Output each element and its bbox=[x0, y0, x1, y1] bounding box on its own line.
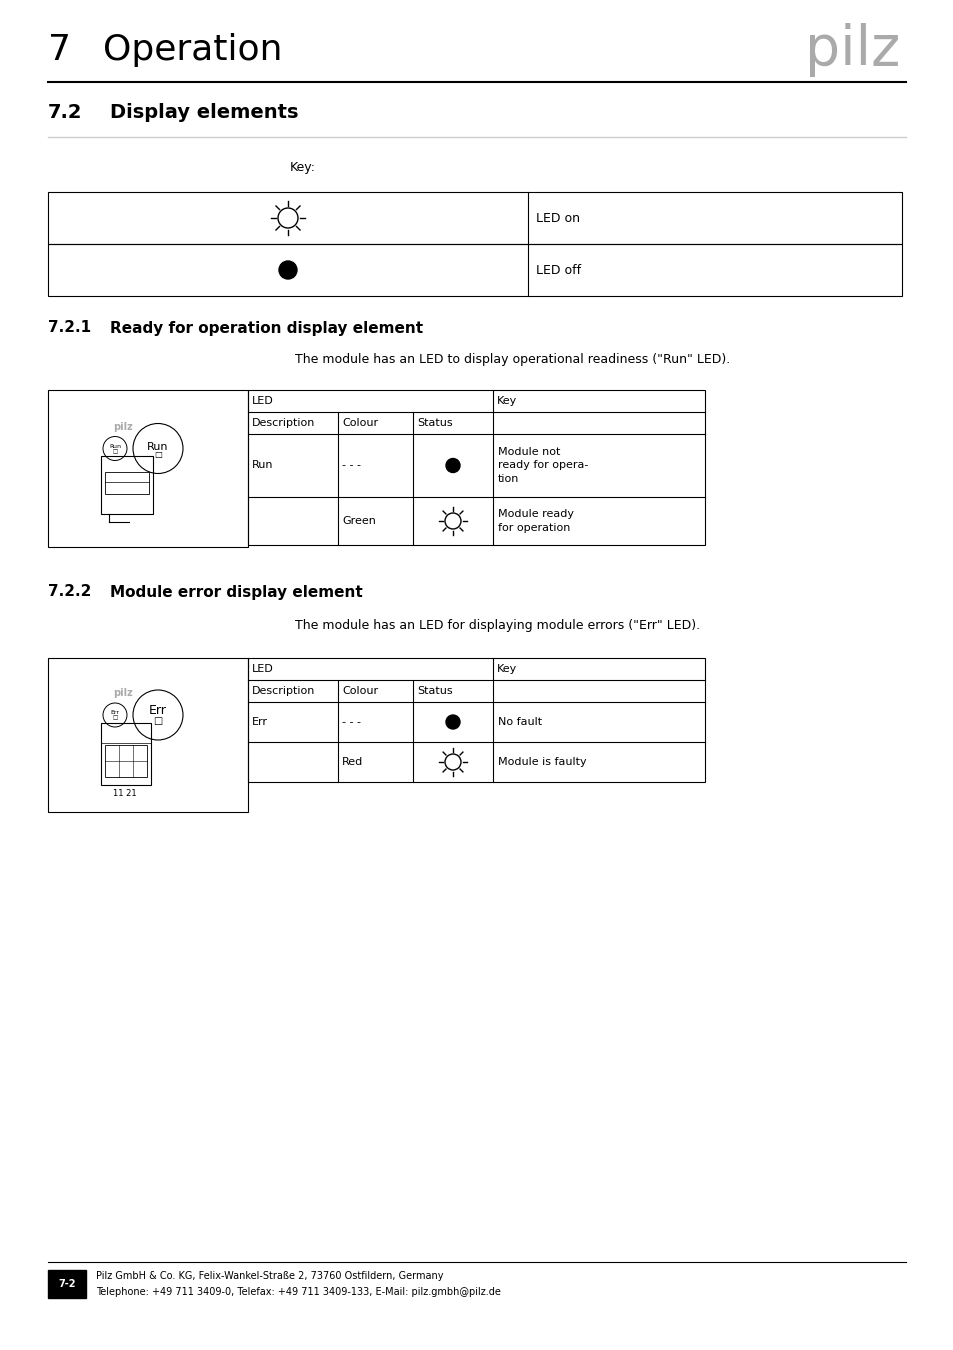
Text: LED off: LED off bbox=[536, 263, 580, 277]
Text: Status: Status bbox=[416, 686, 452, 697]
Text: □: □ bbox=[112, 450, 117, 454]
Text: Status: Status bbox=[416, 418, 452, 428]
Text: Err: Err bbox=[149, 705, 167, 717]
Text: □: □ bbox=[153, 450, 162, 459]
Text: Telephone: +49 711 3409-0, Telefax: +49 711 3409-133, E-Mail: pilz.gmbh@pilz.de: Telephone: +49 711 3409-0, Telefax: +49 … bbox=[96, 1287, 500, 1297]
Text: pilz: pilz bbox=[804, 23, 899, 77]
Bar bbox=[248, 657, 704, 782]
Text: Key: Key bbox=[497, 396, 517, 406]
Text: Red: Red bbox=[341, 757, 363, 767]
Bar bbox=[48, 390, 248, 547]
Text: Err: Err bbox=[111, 710, 119, 716]
Bar bbox=[105, 745, 147, 778]
Text: Run: Run bbox=[109, 444, 121, 450]
Circle shape bbox=[446, 459, 459, 472]
Bar bbox=[48, 244, 901, 296]
Text: LED: LED bbox=[252, 664, 274, 674]
Text: 7.2: 7.2 bbox=[48, 103, 82, 122]
Text: Ready for operation display element: Ready for operation display element bbox=[110, 320, 423, 336]
Text: LED on: LED on bbox=[536, 212, 579, 224]
Text: □: □ bbox=[112, 716, 117, 721]
Text: Run: Run bbox=[252, 460, 274, 471]
Text: 7: 7 bbox=[48, 32, 71, 68]
Text: The module has an LED for displaying module errors ("Err" LED).: The module has an LED for displaying mod… bbox=[294, 618, 700, 632]
Text: - - -: - - - bbox=[341, 717, 360, 728]
Text: Module not
ready for opera-
tion: Module not ready for opera- tion bbox=[497, 447, 588, 483]
Bar bbox=[48, 192, 901, 244]
Circle shape bbox=[278, 261, 296, 279]
Text: Key: Key bbox=[497, 664, 517, 674]
Bar bbox=[101, 724, 151, 784]
Bar bbox=[48, 657, 248, 811]
Text: Module is faulty: Module is faulty bbox=[497, 757, 586, 767]
Text: □: □ bbox=[153, 716, 162, 726]
Text: 11 21: 11 21 bbox=[113, 788, 136, 798]
Text: Run: Run bbox=[147, 441, 169, 451]
Text: 7-2: 7-2 bbox=[58, 1278, 75, 1289]
Text: Module error display element: Module error display element bbox=[110, 585, 362, 599]
Text: Green: Green bbox=[341, 516, 375, 526]
Text: Pilz GmbH & Co. KG, Felix-Wankel-Straße 2, 73760 Ostfildern, Germany: Pilz GmbH & Co. KG, Felix-Wankel-Straße … bbox=[96, 1270, 443, 1281]
Text: - - -: - - - bbox=[341, 460, 360, 471]
Circle shape bbox=[446, 716, 459, 729]
Text: pilz: pilz bbox=[112, 688, 132, 698]
Text: Module ready
for operation: Module ready for operation bbox=[497, 509, 574, 533]
Text: Display elements: Display elements bbox=[110, 103, 298, 122]
Text: Err: Err bbox=[252, 717, 268, 728]
Text: Colour: Colour bbox=[341, 418, 377, 428]
Text: The module has an LED to display operational readiness ("Run" LED).: The module has an LED to display operati… bbox=[294, 354, 729, 366]
Text: No fault: No fault bbox=[497, 717, 541, 728]
Bar bbox=[48, 1270, 86, 1297]
Text: Description: Description bbox=[252, 418, 315, 428]
Text: LED: LED bbox=[252, 396, 274, 406]
Text: Key:: Key: bbox=[290, 161, 315, 174]
Bar bbox=[105, 471, 149, 494]
Text: Colour: Colour bbox=[341, 686, 377, 697]
Text: 7.2.2: 7.2.2 bbox=[48, 585, 91, 599]
Text: pilz: pilz bbox=[112, 421, 132, 432]
Bar bbox=[248, 390, 704, 545]
Text: 7.2.1: 7.2.1 bbox=[48, 320, 91, 336]
Text: Description: Description bbox=[252, 686, 315, 697]
Text: Operation: Operation bbox=[103, 32, 282, 68]
Bar bbox=[101, 455, 152, 513]
